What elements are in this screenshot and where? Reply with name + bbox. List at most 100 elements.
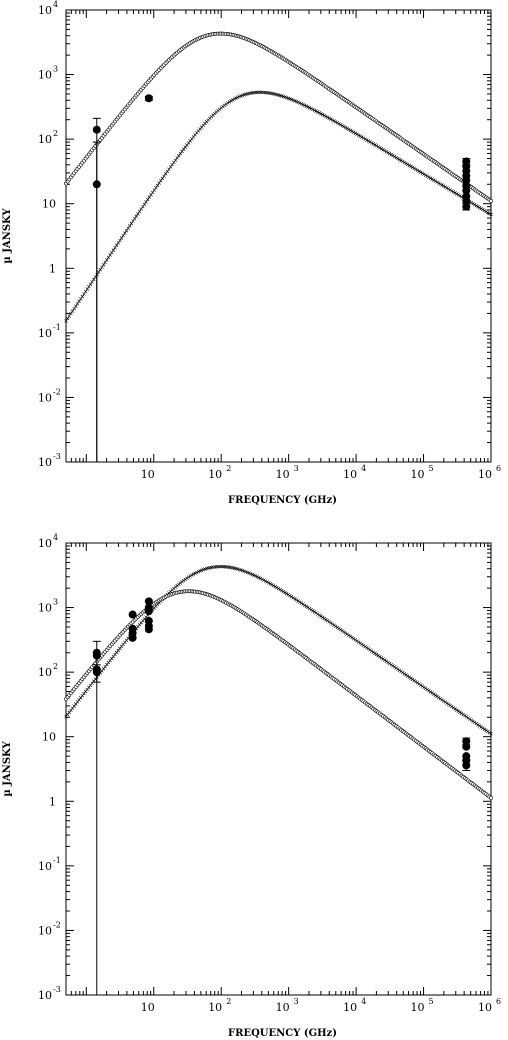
curve-point (427, 175, 431, 179)
curve-point (453, 707, 457, 711)
curve-point (351, 130, 356, 135)
curve-point (474, 203, 479, 208)
x-tick-label: 10 (141, 468, 155, 481)
curve-point (448, 703, 452, 708)
curve-point (152, 188, 156, 192)
curve-point (298, 600, 302, 604)
x-tick-exponent: 2 (226, 997, 231, 1006)
y-tick-exponent: 2 (53, 662, 58, 671)
curve-point (253, 574, 258, 578)
curve-point (314, 611, 318, 615)
curve-point (258, 90, 263, 95)
curve-point (387, 661, 392, 666)
curve-point (96, 270, 101, 274)
data-point (144, 94, 153, 103)
curve-point (436, 695, 441, 700)
curve-point (409, 164, 413, 169)
curve-point (82, 691, 86, 696)
curve-point (436, 181, 441, 185)
data-point (144, 597, 153, 606)
curve-point (181, 578, 186, 583)
curve-point (110, 250, 114, 255)
y-tick-exponent: -3 (53, 452, 61, 461)
data-point (92, 668, 101, 677)
curve-point (363, 137, 367, 141)
curve-point (291, 596, 295, 600)
curve-point (348, 634, 353, 639)
curve-point (423, 173, 428, 177)
curve-point (335, 121, 340, 125)
curve-point (425, 174, 429, 178)
curve-point (332, 119, 336, 123)
curve-point (100, 265, 104, 269)
curve-point (438, 182, 443, 186)
curve-point (463, 713, 467, 718)
curve-point (396, 667, 400, 671)
y-axis-title: µ JANSKY (2, 208, 13, 264)
curve-point (159, 178, 163, 183)
curve-point (443, 185, 447, 189)
curve-point (226, 101, 230, 105)
curve-point (227, 100, 232, 104)
curve-point (371, 142, 376, 146)
data-point (128, 610, 137, 619)
curve-point (307, 106, 312, 110)
curve-point (92, 277, 96, 282)
curve-point (65, 712, 70, 717)
curve-point (343, 631, 348, 635)
curve-point (181, 147, 186, 151)
curve-point (378, 146, 382, 150)
curve-point (446, 702, 451, 707)
y-tick-exponent: 3 (53, 65, 58, 74)
curve-point (316, 110, 320, 114)
curve-point (188, 574, 192, 578)
curve-point (106, 255, 111, 260)
curve-point (324, 114, 328, 119)
curve-point (74, 304, 78, 308)
curve-point (438, 696, 443, 701)
curve-point (360, 642, 364, 647)
y-tick-label: 10 (38, 391, 52, 404)
curve-point (399, 158, 403, 163)
curve-point (407, 163, 411, 168)
curve-point (414, 679, 418, 684)
curve-point (83, 289, 88, 294)
x-tick-exponent: 5 (429, 997, 434, 1006)
curve-point (154, 185, 158, 190)
y-tick-label: 10 (42, 198, 56, 211)
x-tick-label: 10 (208, 468, 222, 481)
curve-point (345, 632, 349, 636)
curve-point (276, 586, 281, 591)
curve-point (365, 138, 369, 142)
curve-point (376, 145, 380, 149)
curve-point (489, 732, 493, 736)
curve-point (185, 143, 189, 147)
data-point (462, 202, 471, 211)
curve-point (446, 187, 451, 191)
curve-point (361, 643, 366, 648)
curve-point (322, 616, 326, 621)
curve-point (387, 151, 392, 156)
curve-point (391, 153, 395, 158)
curve-point (178, 151, 183, 156)
curve-point (383, 658, 387, 662)
y-tick-label: 1 (49, 262, 56, 275)
curve-point (373, 651, 377, 656)
curve-point (150, 190, 155, 195)
curve-point (348, 128, 353, 133)
curve-point (374, 652, 379, 657)
curve-point (392, 665, 397, 669)
curve-point (320, 112, 325, 117)
curve-point (281, 589, 286, 594)
y-axis-title: µ JANSKY (2, 741, 13, 797)
curve-point (371, 650, 376, 654)
curve-point (87, 284, 91, 289)
curve-point (134, 214, 139, 218)
curve-point (410, 677, 415, 682)
curve-point (268, 582, 273, 586)
data-point (462, 197, 471, 206)
curve-point (368, 648, 372, 652)
curve-point (270, 582, 274, 587)
curve-point (72, 306, 76, 311)
